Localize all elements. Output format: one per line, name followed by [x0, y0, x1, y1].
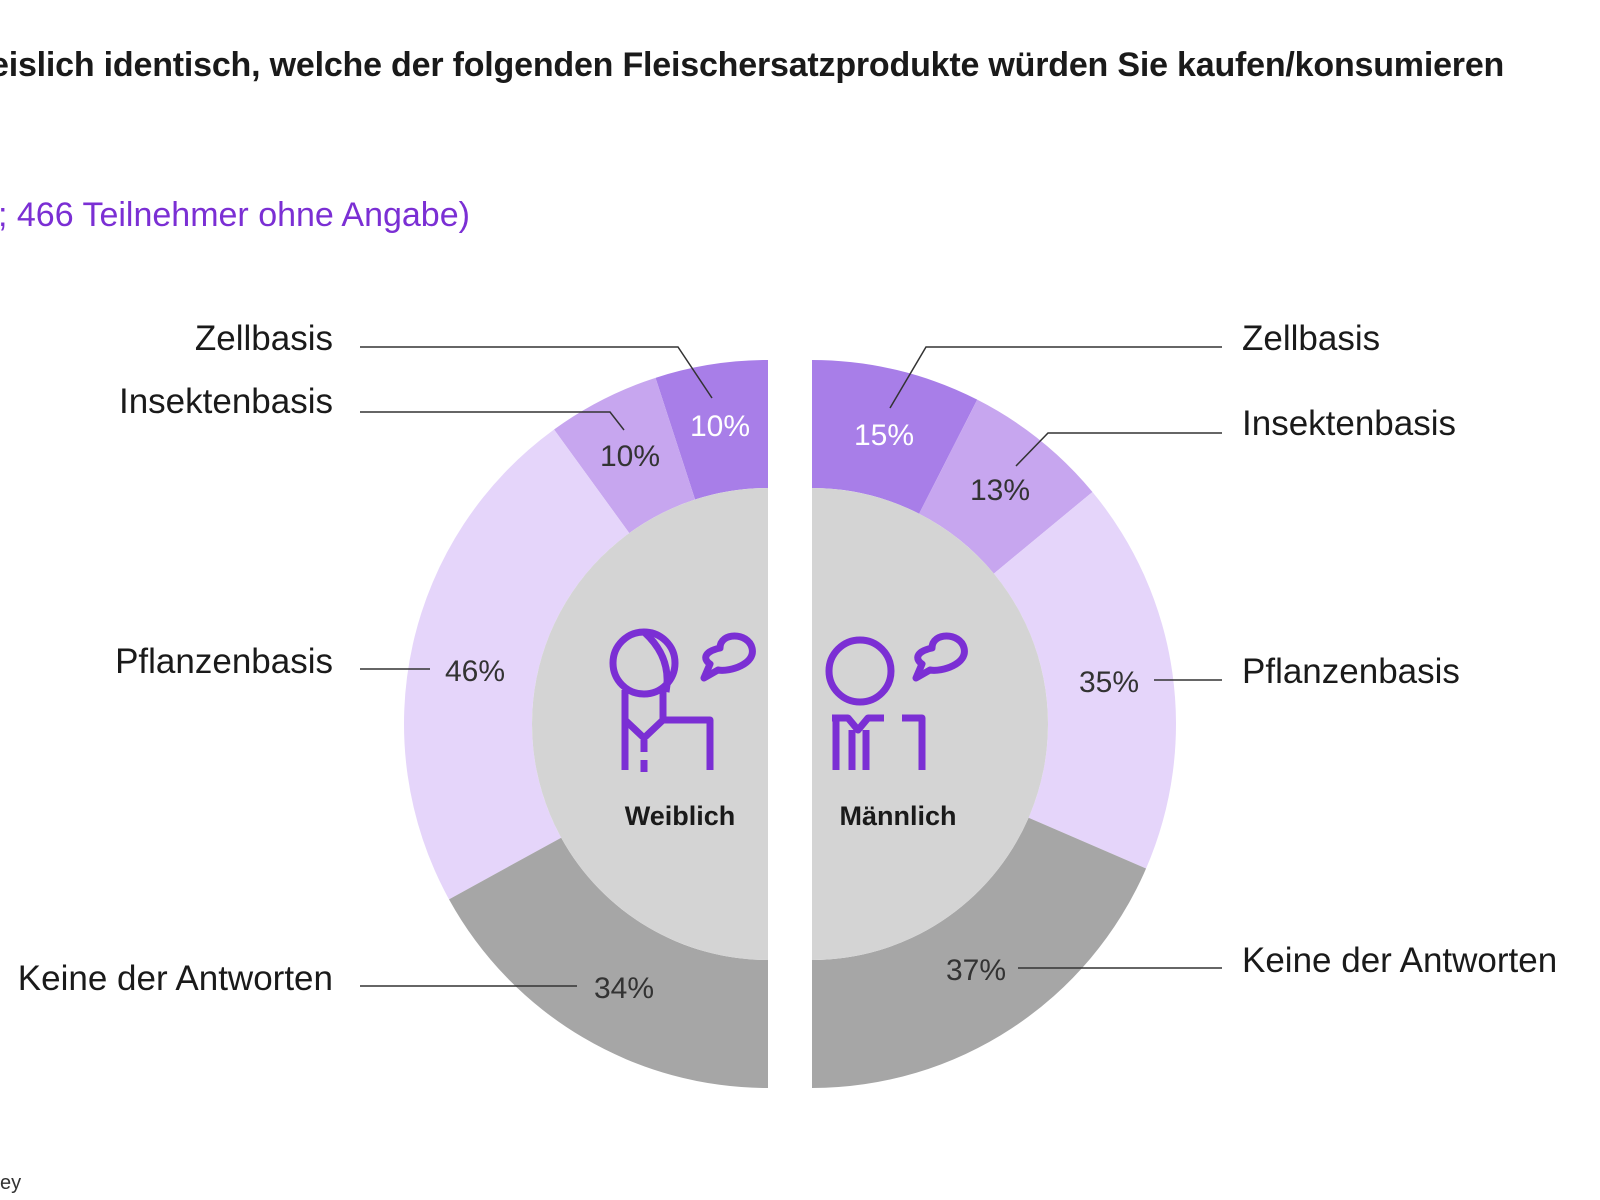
center-label-male: Männlich: [839, 801, 956, 831]
legend-label-female-insektenbasis: Insektenbasis: [119, 382, 333, 421]
data-label-female-insektenbasis: 10%: [600, 440, 660, 473]
data-label-female-pflanzenbasis: 46%: [445, 655, 505, 688]
slice-male-insektenbasis: [919, 399, 1093, 574]
woman-speaking-icon: [609, 628, 756, 772]
legend-label-female-keine: Keine der Antworten: [18, 959, 333, 998]
data-label-male-pflanzenbasis: 35%: [1079, 666, 1139, 699]
chart-title: eislich identisch, welche der folgenden …: [0, 46, 1505, 84]
slice-female-keine: [449, 837, 768, 1088]
leader-male-zellbasis: [889, 346, 1222, 409]
leader-male-insektenbasis: [1015, 432, 1222, 467]
data-label-male-insektenbasis: 13%: [970, 474, 1030, 507]
slice-female-pflanzenbasis: [404, 429, 630, 900]
leader-female-zellbasis: [360, 346, 713, 399]
center-disc-male: [812, 488, 1048, 960]
data-label-female-keine: 34%: [594, 972, 654, 1005]
data-label-female-zellbasis: 10%: [690, 410, 750, 443]
slice-female-zellbasis: [655, 360, 768, 500]
legend-label-female-zellbasis: Zellbasis: [195, 319, 333, 358]
source-note: ey: [0, 1172, 22, 1194]
slice-male-zellbasis: [812, 360, 978, 514]
legend-label-male-pflanzenbasis: Pflanzenbasis: [1242, 652, 1460, 691]
leader-female-insektenbasis: [360, 411, 625, 431]
slice-male-pflanzenbasis: [993, 491, 1177, 869]
data-label-male-zellbasis: 15%: [854, 419, 914, 452]
legend-label-male-zellbasis: Zellbasis: [1242, 319, 1380, 358]
chart-subtitle: ; 466 Teilnehmer ohne Angabe): [0, 196, 470, 234]
man-speaking-icon: [825, 632, 968, 770]
legend-label-female-pflanzenbasis: Pflanzenbasis: [115, 642, 333, 681]
legend-label-male-keine: Keine der Antworten: [1242, 941, 1557, 980]
center-label-female: Weiblich: [625, 801, 736, 831]
legend-label-male-insektenbasis: Insektenbasis: [1242, 404, 1456, 443]
slice-male-keine: [812, 817, 1147, 1088]
data-label-male-keine: 37%: [946, 954, 1006, 987]
slice-female-insektenbasis: [554, 377, 696, 534]
center-disc-female: [532, 488, 768, 960]
